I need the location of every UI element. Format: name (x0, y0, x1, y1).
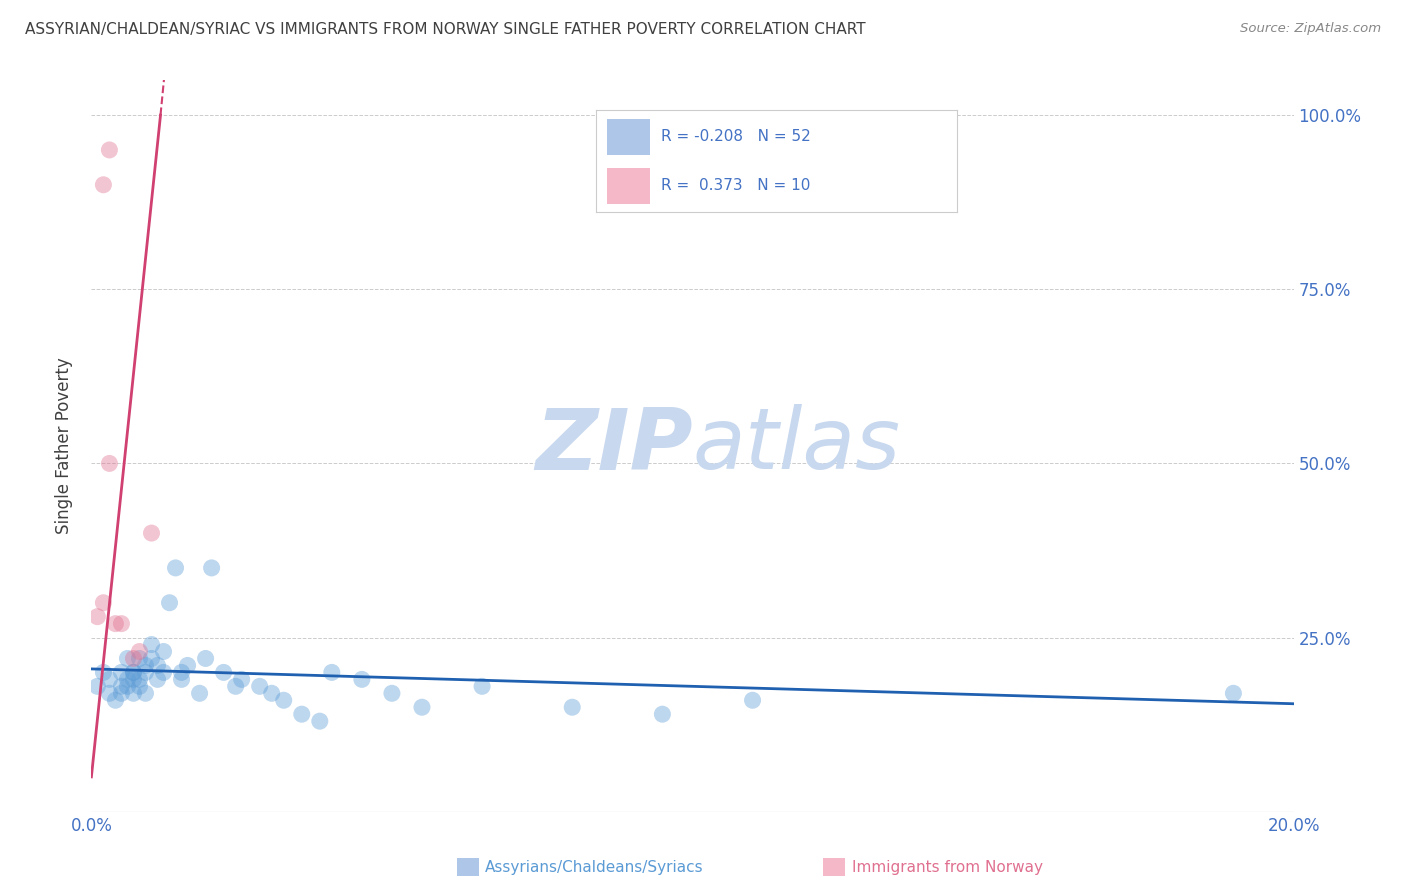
Point (471, 679, 494, 693)
Point (104, 616, 127, 631)
Point (273, 693, 295, 707)
Text: Source: ZipAtlas.com: Source: ZipAtlas.com (1240, 22, 1381, 36)
Point (201, 561, 224, 575)
Point (741, 693, 763, 707)
Point (146, 658, 169, 673)
Point (176, 658, 198, 673)
Point (152, 644, 174, 658)
Point (350, 673, 373, 687)
Point (128, 673, 150, 687)
Point (381, 686, 404, 700)
Point (122, 651, 145, 665)
Point (141, 651, 163, 665)
Point (141, 638, 163, 652)
Point (98, 673, 121, 687)
Point (249, 679, 271, 693)
Point (225, 679, 247, 693)
Point (321, 665, 343, 680)
Point (110, 665, 132, 680)
Point (98, 686, 121, 700)
Text: ZIP: ZIP (534, 404, 692, 488)
Point (104, 693, 127, 707)
Point (86, 609, 108, 624)
Point (651, 707, 673, 722)
Point (122, 665, 145, 680)
Point (212, 665, 235, 680)
Point (93, 178, 115, 192)
Point (260, 686, 283, 700)
Point (411, 700, 433, 714)
Point (170, 665, 193, 680)
Point (93, 665, 115, 680)
Point (110, 679, 132, 693)
Point (170, 673, 193, 687)
Point (128, 651, 150, 665)
Point (188, 686, 211, 700)
Point (128, 644, 150, 658)
Point (146, 673, 169, 687)
Point (561, 700, 583, 714)
Point (134, 658, 156, 673)
Point (152, 665, 174, 680)
Point (117, 679, 139, 693)
Point (1222, 686, 1244, 700)
Point (134, 665, 156, 680)
Point (141, 526, 163, 541)
Text: Assyrians/Chaldeans/Syriacs: Assyrians/Chaldeans/Syriacs (485, 860, 703, 874)
Text: atlas: atlas (692, 404, 900, 488)
Point (122, 673, 145, 687)
Point (98, 143, 121, 157)
Point (165, 561, 187, 575)
Point (110, 686, 132, 700)
Point (159, 596, 181, 610)
Point (128, 679, 150, 693)
Point (117, 673, 139, 687)
Point (110, 616, 132, 631)
Point (122, 686, 145, 700)
Point (291, 707, 314, 722)
Y-axis label: Single Father Poverty: Single Father Poverty (55, 358, 73, 534)
Point (86, 679, 108, 693)
Point (308, 714, 330, 728)
Text: ASSYRIAN/CHALDEAN/SYRIAC VS IMMIGRANTS FROM NORWAY SINGLE FATHER POVERTY CORRELA: ASSYRIAN/CHALDEAN/SYRIAC VS IMMIGRANTS F… (25, 22, 866, 37)
Point (93, 596, 115, 610)
Point (117, 651, 139, 665)
Point (122, 665, 145, 680)
Point (231, 673, 253, 687)
Point (98, 457, 121, 471)
Text: Immigrants from Norway: Immigrants from Norway (852, 860, 1043, 874)
Point (134, 686, 156, 700)
Point (194, 651, 217, 665)
